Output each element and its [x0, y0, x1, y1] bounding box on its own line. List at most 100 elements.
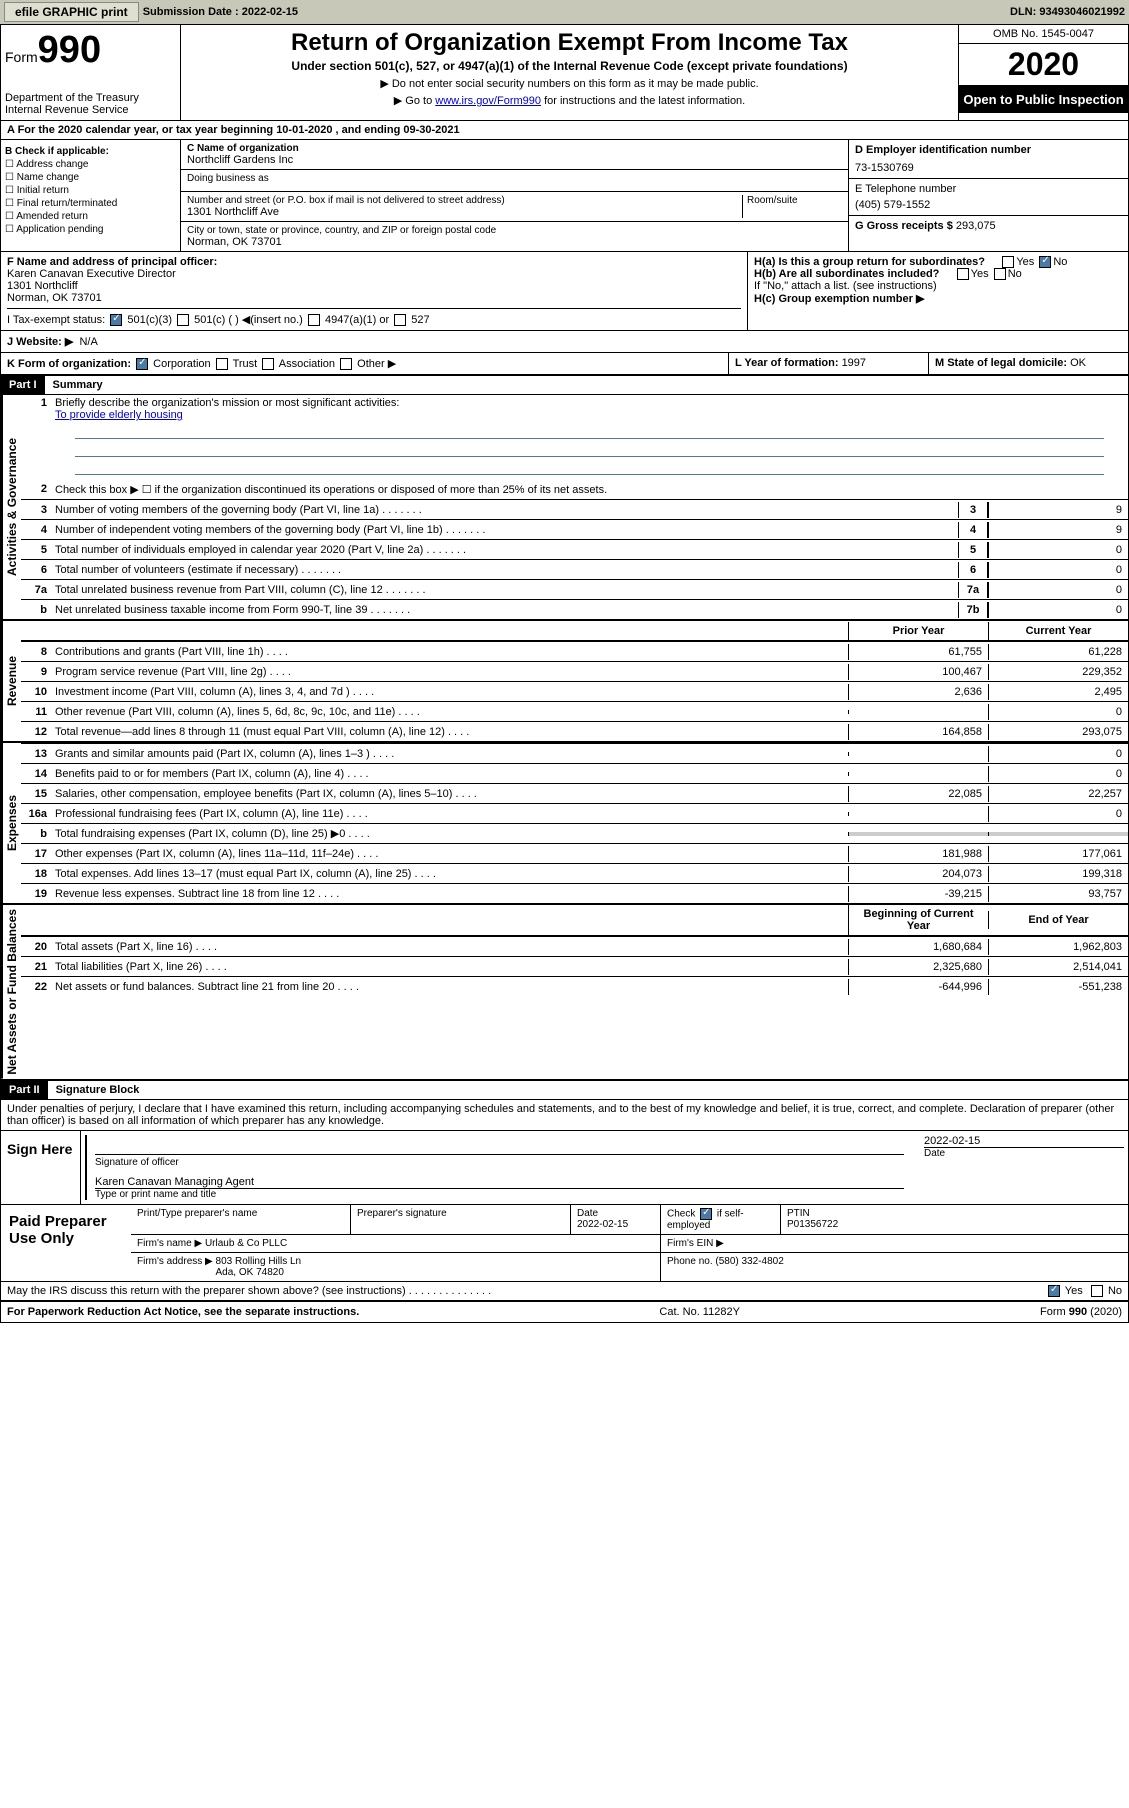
b-label: B Check if applicable:	[5, 146, 176, 157]
line-15-num: 15	[21, 786, 51, 802]
section-abcdefg: B Check if applicable: ☐ Address change …	[1, 140, 1128, 252]
check-corp[interactable]	[136, 358, 148, 370]
line-11-prior	[848, 710, 988, 714]
self-employed-check[interactable]	[700, 1208, 712, 1220]
form-subtitle: Under section 501(c), 527, or 4947(a)(1)…	[185, 59, 954, 73]
paid-preparer-label: Paid Preparer Use Only	[1, 1205, 131, 1281]
mission-line	[75, 423, 1104, 439]
i-label: I Tax-exempt status:	[7, 314, 105, 326]
ha-no[interactable]	[1039, 256, 1051, 268]
city-value: Norman, OK 73701	[187, 236, 842, 248]
line-4-box: 4	[958, 522, 988, 538]
prep-sig-label: Preparer's signature	[351, 1205, 571, 1234]
f-label: F Name and address of principal officer:	[7, 256, 741, 268]
prep-check: Check if self-employed	[661, 1205, 781, 1234]
line-7a-box: 7a	[958, 582, 988, 598]
efile-button[interactable]: efile GRAPHIC print	[4, 2, 139, 22]
check-501c3[interactable]	[110, 314, 122, 326]
line-7a-val: 0	[988, 582, 1128, 598]
discuss-row: May the IRS discuss this return with the…	[1, 1282, 1128, 1302]
hb-row: H(b) Are all subordinates included? Yes …	[754, 268, 1122, 280]
line-8-current: 61,228	[988, 644, 1128, 660]
check-trust[interactable]	[216, 358, 228, 370]
line-14-current: 0	[988, 766, 1128, 782]
line-8-num: 8	[21, 644, 51, 660]
ein-value: 73-1530769	[855, 162, 1122, 174]
check-assoc[interactable]	[262, 358, 274, 370]
hb-yes[interactable]	[957, 268, 969, 280]
line-17-text: Other expenses (Part IX, column (A), lin…	[51, 846, 848, 862]
line-19-text: Revenue less expenses. Subtract line 18 …	[51, 886, 848, 902]
revenue-section: Revenue Prior Year Current Year 8 Contri…	[1, 621, 1128, 743]
form-label: Form	[5, 49, 38, 65]
firm-name-label: Firm's name ▶	[137, 1238, 202, 1249]
street-value: 1301 Northcliff Ave	[187, 206, 742, 218]
line-19-prior: -39,215	[848, 886, 988, 902]
line-19-current: 93,757	[988, 886, 1128, 902]
ha-yes[interactable]	[1002, 256, 1014, 268]
line-5-box: 5	[958, 542, 988, 558]
public-inspection: Open to Public Inspection	[959, 86, 1128, 113]
line-b-text: Total fundraising expenses (Part IX, col…	[51, 825, 848, 842]
hb-no[interactable]	[994, 268, 1006, 280]
mission-line	[75, 441, 1104, 457]
check-501c[interactable]	[177, 314, 189, 326]
netassets-section: Net Assets or Fund Balances Beginning of…	[1, 905, 1128, 1081]
sign-here-label: Sign Here	[1, 1131, 81, 1204]
line-11-text: Other revenue (Part VIII, column (A), li…	[51, 704, 848, 720]
gross-value: 293,075	[956, 220, 996, 232]
end-year-header: End of Year	[988, 911, 1128, 929]
line-13-current: 0	[988, 746, 1128, 762]
line-10-current: 2,495	[988, 684, 1128, 700]
discuss-yes[interactable]	[1048, 1285, 1060, 1297]
line-18-prior: 204,073	[848, 866, 988, 882]
line-13-prior	[848, 752, 988, 756]
check-address: ☐ Address change	[5, 159, 176, 170]
sig-officer-label: Signature of officer	[95, 1157, 904, 1168]
line-b-num: b	[21, 826, 51, 842]
line-17-current: 177,061	[988, 846, 1128, 862]
check-final: ☐ Final return/terminated	[5, 198, 176, 209]
line-22-current: -551,238	[988, 979, 1128, 995]
line-4-val: 9	[988, 522, 1128, 538]
line-11-num: 11	[21, 704, 51, 720]
ha-row: H(a) Is this a group return for subordin…	[754, 256, 1122, 268]
line-2-text: Check this box ▶ ☐ if the organization d…	[51, 481, 1128, 498]
irs-link[interactable]: www.irs.gov/Form990	[435, 95, 541, 107]
line-3-text: Number of voting members of the governin…	[51, 502, 958, 518]
form-header: Form990 Department of the Treasury Inter…	[1, 25, 1128, 121]
line-b-val: 0	[988, 602, 1128, 618]
line-7a-num: 7a	[21, 582, 51, 598]
line-1-text: Briefly describe the organization's miss…	[55, 397, 1124, 409]
current-year-header: Current Year	[988, 622, 1128, 640]
hc-row: H(c) Group exemption number ▶	[754, 292, 1122, 305]
line-15-prior: 22,085	[848, 786, 988, 802]
dln-label: DLN: 93493046021992	[1010, 6, 1125, 18]
form-990: Form990 Department of the Treasury Inter…	[0, 24, 1129, 1323]
declaration: Under penalties of perjury, I declare th…	[1, 1100, 1128, 1131]
prep-date-label: Date	[577, 1208, 598, 1219]
line-9-text: Program service revenue (Part VIII, line…	[51, 664, 848, 680]
section-fhi: F Name and address of principal officer:…	[1, 252, 1128, 331]
check-4947[interactable]	[308, 314, 320, 326]
prior-year-header: Prior Year	[848, 622, 988, 640]
section-j: J Website: ▶ N/A	[1, 331, 1128, 353]
line-6-num: 6	[21, 562, 51, 578]
officer-info: Karen Canavan Executive Director 1301 No…	[7, 268, 741, 304]
line-22-num: 22	[21, 979, 51, 995]
line-16a-text: Professional fundraising fees (Part IX, …	[51, 806, 848, 822]
begin-year-header: Beginning of Current Year	[848, 905, 988, 935]
line-b-box: 7b	[958, 602, 988, 618]
line-16a-current: 0	[988, 806, 1128, 822]
line-5-text: Total number of individuals employed in …	[51, 542, 958, 558]
firm-phone-label: Phone no.	[667, 1256, 715, 1267]
gross-label: G Gross receipts $	[855, 220, 956, 232]
check-other[interactable]	[340, 358, 352, 370]
line-9-prior: 100,467	[848, 664, 988, 680]
check-527[interactable]	[394, 314, 406, 326]
discuss-no[interactable]	[1091, 1285, 1103, 1297]
mission-line	[75, 459, 1104, 475]
line-21-prior: 2,325,680	[848, 959, 988, 975]
page-footer: For Paperwork Reduction Act Notice, see …	[1, 1302, 1128, 1322]
line-15-text: Salaries, other compensation, employee b…	[51, 786, 848, 802]
